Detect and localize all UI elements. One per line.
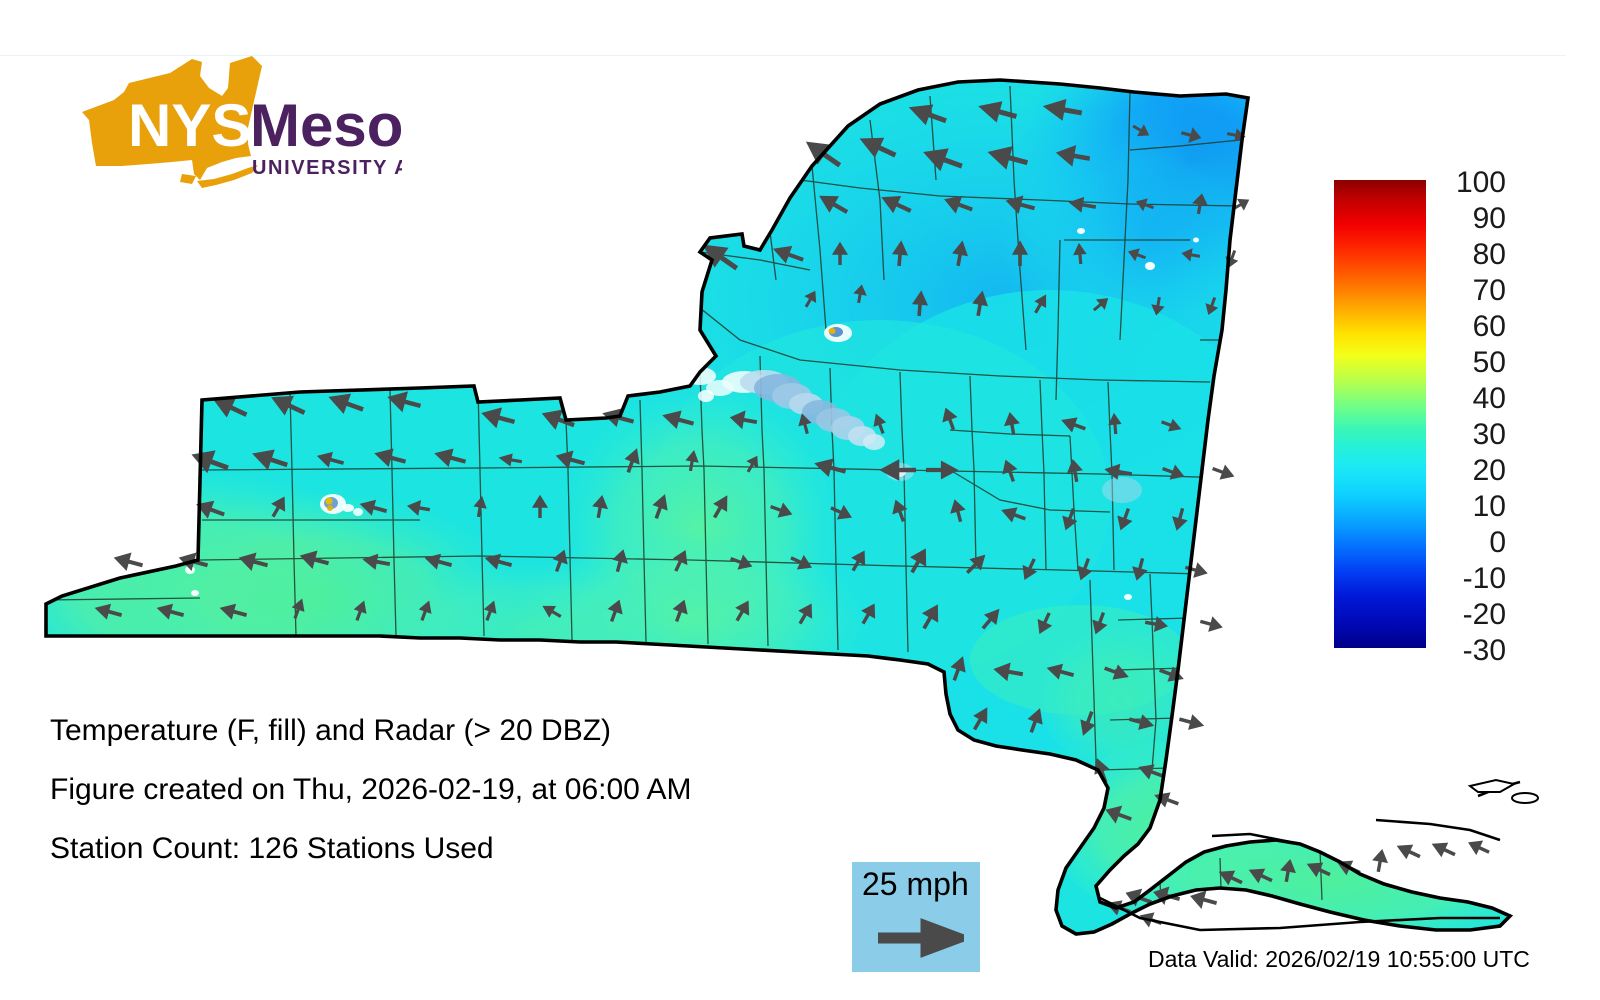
- nys-mesonet-logo: NYS Mesonet UNIVERSITY AT ALBANY: [52, 48, 402, 193]
- colorbar-tick-10: 10: [1472, 490, 1506, 523]
- wind-reference-arrow-icon: [874, 918, 974, 958]
- colorbar-tick-90: 90: [1472, 202, 1506, 235]
- colorbar-tick-neg20: -20: [1462, 598, 1506, 631]
- colorbar-tick-50: 50: [1472, 346, 1506, 379]
- colorbar-tick-20: 20: [1472, 454, 1506, 487]
- radar-cell-onondaga: [824, 324, 852, 342]
- figure-title-line: Temperature (F, fill) and Radar (> 20 DB…: [50, 714, 612, 747]
- wind-vector-layer: [94, 99, 1490, 928]
- ny-state-outline: [44, 78, 1514, 936]
- colorbar-tick-neg30: -30: [1462, 634, 1506, 667]
- logo-mesonet-text: Mesonet: [250, 92, 402, 159]
- radar-cell-wyoming: [320, 494, 363, 516]
- colorbar-tick-80: 80: [1472, 238, 1506, 271]
- wind-scale-key: 25 mph: [852, 862, 980, 972]
- colorbar-tick-60: 60: [1472, 310, 1506, 343]
- header-divider: [0, 55, 1566, 56]
- figure-station-count-line: Station Count: 126 Stations Used: [50, 832, 494, 865]
- colorbar-gradient: [1334, 180, 1426, 648]
- colorbar-tick-100: 100: [1455, 166, 1506, 199]
- colorbar-tick-70: 70: [1472, 274, 1506, 307]
- radar-reflectivity-layer: [185, 228, 1226, 613]
- offshore-islands: [1467, 778, 1539, 804]
- colorbar-tick-neg10: -10: [1462, 562, 1506, 595]
- logo-state-shape: [82, 56, 262, 188]
- figure-created-line: Figure created on Thu, 2026-02-19, at 06…: [50, 773, 692, 806]
- data-valid-timestamp: Data Valid: 2026/02/19 10:55:00 UTC: [1148, 946, 1530, 972]
- colorbar-tick-0: 0: [1489, 526, 1506, 559]
- logo-subtitle-text: UNIVERSITY AT ALBANY: [252, 157, 402, 179]
- temperature-colorbar: 100 90 80 70 60 50 40 30 20 10 0 -10 -20…: [1334, 168, 1506, 666]
- figure-caption-block: Temperature (F, fill) and Radar (> 20 DB…: [50, 716, 810, 893]
- wind-scale-label: 25 mph: [862, 866, 969, 902]
- logo-nys-text: NYS: [128, 92, 251, 159]
- colorbar-tick-40: 40: [1472, 382, 1506, 415]
- colorbar-tick-labels: 100 90 80 70 60 50 40 30 20 10 0 -10 -20…: [1434, 168, 1584, 666]
- colorbar-tick-30: 30: [1472, 418, 1506, 451]
